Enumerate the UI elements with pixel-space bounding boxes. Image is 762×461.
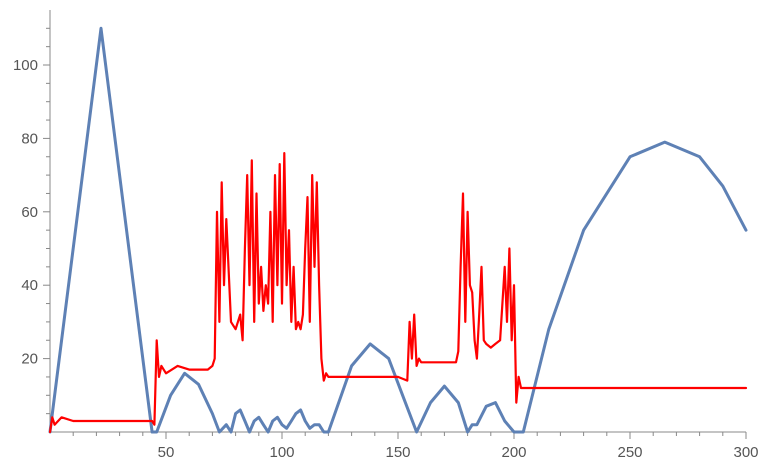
x-tick-label: 300 [733, 444, 758, 461]
x-tick-label: 250 [617, 444, 642, 461]
x-tick-label: 150 [385, 444, 410, 461]
y-tick-label: 100 [13, 57, 38, 74]
series-line-2 [48, 152, 748, 434]
x-tick-label: 200 [501, 444, 526, 461]
y-tick-label: 60 [21, 204, 38, 221]
x-tick-label: 100 [269, 444, 294, 461]
x-tick-label: 50 [158, 444, 175, 461]
series-layer [48, 26, 748, 434]
series-line-1 [48, 26, 748, 434]
axes: 50 100 150 200 250 300 20 40 60 80 100 [13, 10, 759, 461]
y-tick-label: 20 [21, 351, 38, 368]
y-tick-label: 40 [21, 277, 38, 294]
y-tick-label: 80 [21, 130, 38, 147]
